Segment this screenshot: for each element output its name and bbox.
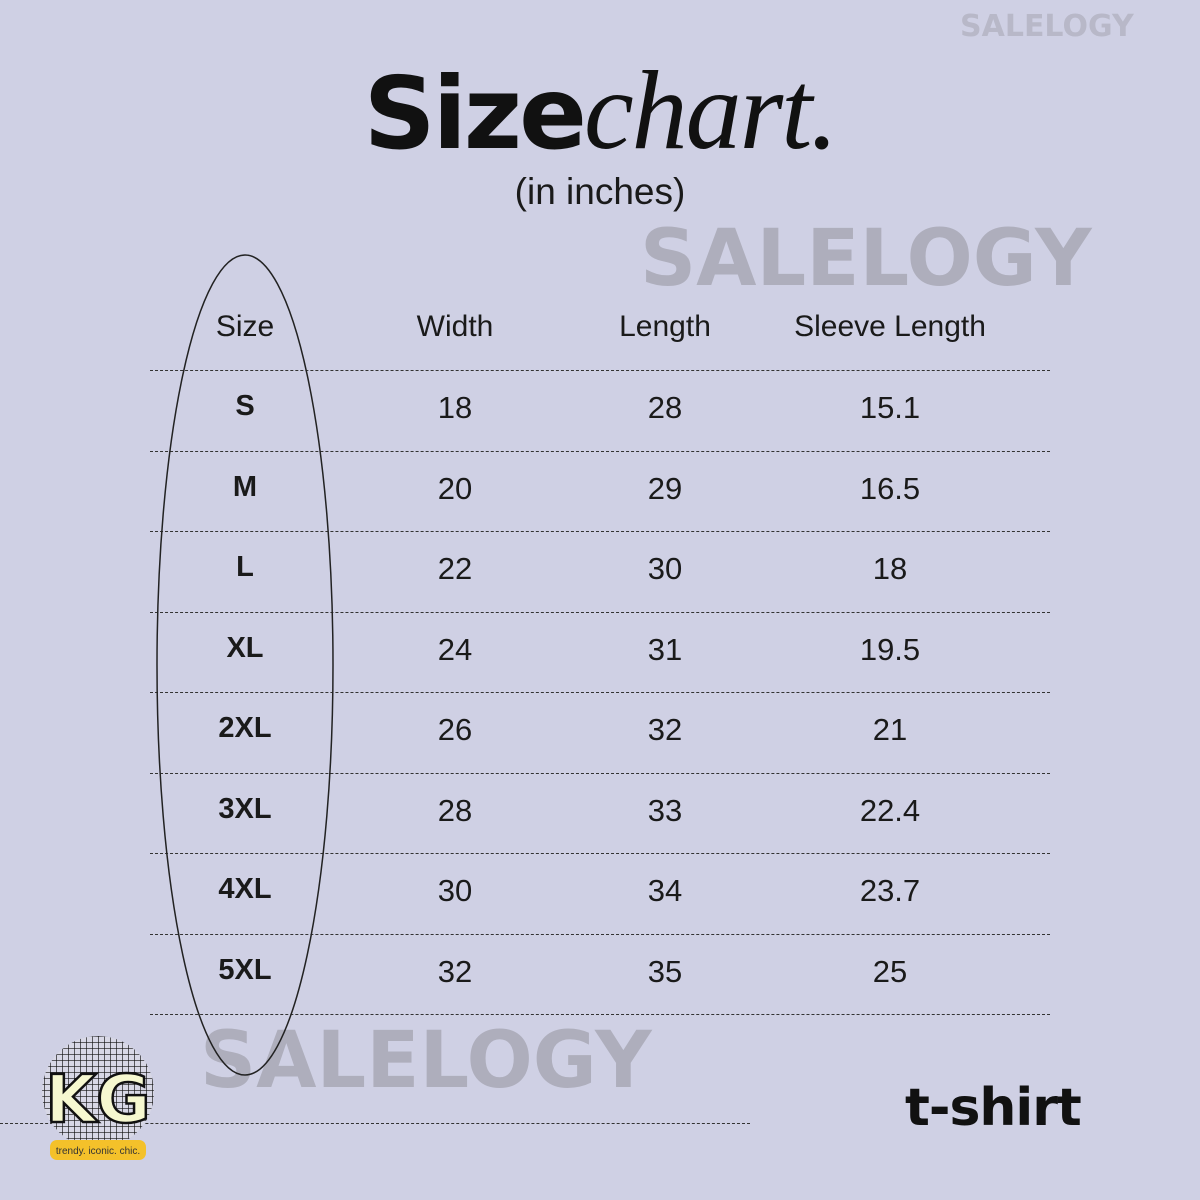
measurement-cell: 31 [647, 631, 683, 667]
measurement-cell: 21 [872, 712, 908, 747]
measurement-cell: 30 [437, 873, 473, 908]
row-divider [150, 692, 1050, 693]
logo-letters: KG [45, 1061, 150, 1138]
size-label: 5XL [218, 953, 272, 986]
measurement-cell: 20 [437, 470, 473, 506]
measurement-cell: 24 [437, 631, 473, 667]
measurement-cell: 25 [872, 953, 908, 989]
measurement-cell: 34 [647, 873, 683, 908]
measurement-cell: 23.7 [859, 873, 921, 908]
bottom-divider [0, 1123, 750, 1124]
measurement-cell: 28 [647, 390, 683, 425]
column-header: Size [215, 310, 275, 343]
measurement-cell: 22.4 [859, 792, 921, 828]
logo-tagline: trendy. iconic. chic. [56, 1146, 140, 1157]
measurement-cell: 16.5 [859, 470, 921, 506]
column-header: Length [619, 310, 711, 343]
row-divider [150, 1014, 1050, 1015]
watermark-bottom: SALELOGY [200, 1016, 652, 1106]
size-label: 4XL [218, 873, 272, 905]
page-title: Sizechart. [0, 55, 1200, 167]
size-label: M [232, 470, 258, 503]
measurement-cell: 32 [647, 712, 683, 747]
size-label: 2XL [218, 712, 272, 744]
size-label: L [236, 551, 254, 583]
size-label: S [235, 390, 255, 422]
subtitle: (in inches) [514, 171, 686, 212]
row-divider [150, 370, 1050, 371]
size-label: XL [226, 631, 264, 664]
title-bold: Size [363, 55, 587, 172]
measurement-cell: 22 [437, 551, 473, 586]
measurement-cell: 15.1 [859, 390, 921, 425]
measurement-cell: 33 [647, 792, 683, 828]
row-divider [150, 611, 1050, 613]
measurement-cell: 26 [437, 712, 473, 747]
measurement-cell: 19.5 [859, 631, 921, 667]
row-divider [150, 933, 1050, 935]
row-divider [150, 772, 1050, 774]
measurement-cell: 29 [647, 470, 683, 506]
column-header: Width [416, 310, 494, 343]
watermark-top: SALELOGY [640, 214, 1092, 304]
row-divider [150, 853, 1050, 854]
measurement-cell: 18 [872, 551, 908, 586]
measurement-cell: 18 [437, 390, 473, 425]
product-label: t-shirt [905, 1078, 1082, 1138]
measurement-cell: 32 [437, 953, 473, 989]
measurement-cell: 35 [647, 953, 683, 989]
row-divider [150, 531, 1050, 532]
watermark-title: SALELOGY [960, 9, 1134, 44]
measurement-cell: 28 [437, 792, 473, 828]
brand-logo: KG trendy. iconic. chic. [42, 1036, 154, 1160]
measurement-cell: 30 [647, 551, 683, 586]
size-label: 3XL [218, 792, 272, 825]
title-script: chart. [583, 49, 838, 173]
column-header: Sleeve Length [794, 310, 986, 343]
row-divider [150, 450, 1050, 452]
